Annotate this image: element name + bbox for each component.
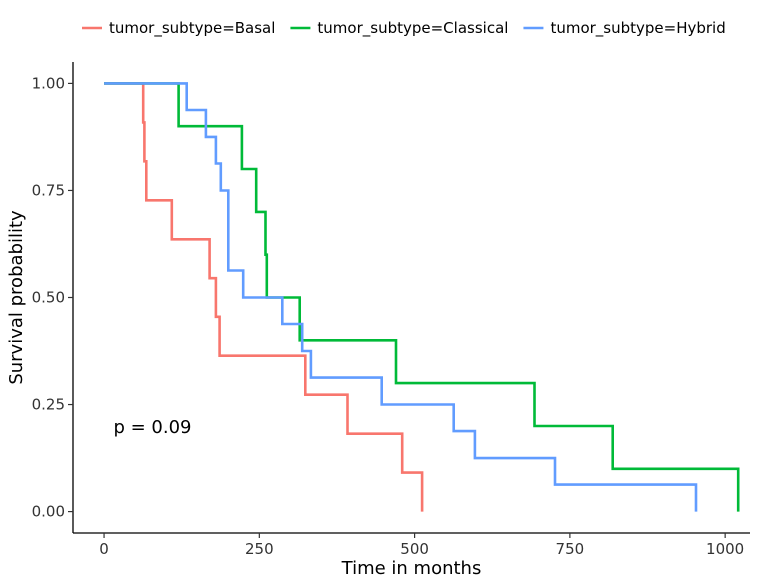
p-value-annotation: p = 0.09 bbox=[113, 417, 191, 438]
y-tick-label: 0.75 bbox=[32, 181, 65, 199]
legend-item-label: tumor_subtype=Basal bbox=[109, 19, 275, 38]
x-tick-label: 250 bbox=[245, 540, 274, 558]
y-tick-label: 1.00 bbox=[32, 74, 65, 92]
x-tick-label: 500 bbox=[400, 540, 429, 558]
y-axis-ticks: 0.00 0.25 0.50 0.75 1.00 bbox=[32, 74, 73, 521]
y-tick-label: 0.00 bbox=[32, 503, 65, 521]
legend-item-label: tumor_subtype=Hybrid bbox=[550, 19, 725, 38]
x-tick-label: 750 bbox=[556, 540, 585, 558]
x-axis-ticks: 0 250 500 750 1000 bbox=[99, 533, 744, 558]
legend: tumor_subtype=Basal tumor_subtype=Classic… bbox=[82, 19, 726, 38]
y-tick-label: 0.50 bbox=[32, 289, 65, 307]
survival-curves bbox=[104, 82, 740, 512]
x-axis-title: Time in months bbox=[341, 558, 482, 579]
survival-curve-line bbox=[104, 82, 424, 512]
survival-curve-line bbox=[104, 82, 740, 512]
y-axis-title: Survival probability bbox=[6, 210, 27, 385]
survival-curve-line bbox=[104, 82, 698, 512]
legend-item-label: tumor_subtype=Classical bbox=[317, 19, 508, 38]
x-tick-label: 1000 bbox=[706, 540, 744, 558]
y-tick-label: 0.25 bbox=[32, 396, 65, 414]
x-tick-label: 0 bbox=[99, 540, 109, 558]
